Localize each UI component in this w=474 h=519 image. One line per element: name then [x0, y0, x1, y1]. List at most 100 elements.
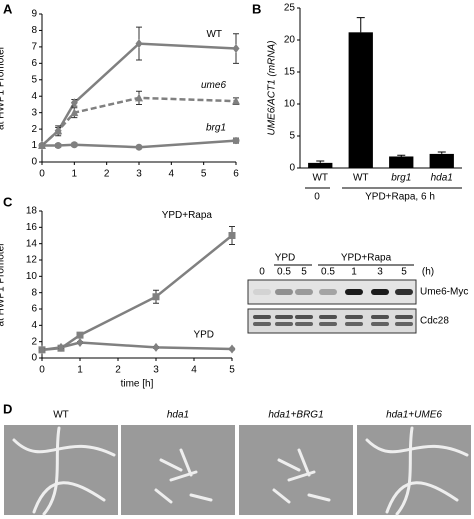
x-tick-label: 4: [169, 169, 175, 180]
y-tick-label: 20: [284, 35, 296, 46]
marker: [228, 344, 236, 354]
x-tick-label: 5: [201, 169, 207, 180]
band: [345, 289, 363, 295]
band: [275, 322, 293, 326]
y-axis-label: at HWP1 Promoter: [0, 242, 7, 327]
y-tick-label: 14: [26, 238, 38, 249]
band: [319, 315, 337, 319]
series-label: brg1: [206, 122, 226, 133]
marker: [54, 126, 63, 135]
cell: [307, 493, 331, 502]
cell: [32, 481, 106, 514]
marker: [232, 96, 240, 105]
micrograph-label: hda1+BRG1: [268, 410, 323, 421]
band: [371, 322, 389, 326]
x-tick-label: brg1: [391, 173, 411, 184]
x-axis-label: time [h]: [121, 379, 154, 390]
cell: [189, 493, 213, 502]
series-label: WT: [206, 29, 222, 40]
cell: [179, 448, 193, 477]
group-label: 0: [314, 192, 320, 203]
panel-label: C: [3, 194, 13, 209]
band: [295, 289, 313, 295]
cell: [395, 426, 414, 516]
lane-label: 5: [401, 267, 407, 278]
marker: [38, 142, 46, 150]
band: [395, 322, 413, 326]
bar: [429, 153, 454, 168]
cell: [154, 488, 173, 504]
error-bar: [316, 160, 325, 163]
y-tick-label: 6: [31, 58, 37, 69]
band: [275, 315, 293, 319]
blot-group: YPD: [275, 253, 296, 264]
y-tick-label: 8: [31, 287, 37, 298]
band: [253, 315, 271, 319]
blot-strip: [247, 308, 417, 334]
y-tick-label: 8: [31, 25, 37, 36]
marker: [70, 98, 78, 108]
lane-label: (h): [422, 267, 434, 278]
group-label: YPD+Rapa, 6 h: [365, 192, 435, 203]
band: [295, 322, 313, 326]
panel-label: A: [3, 1, 13, 16]
micrographs: WT hda1 hda1+BRG1 hda1+UME6: [4, 410, 471, 516]
y-tick-label: 1: [31, 140, 37, 151]
cell: [277, 458, 301, 472]
blot-group: YPD+Rapa: [341, 253, 392, 264]
lane-label: 3: [377, 267, 383, 278]
y-tick-label: 10: [26, 271, 38, 282]
cell: [159, 458, 183, 472]
panel-label: D: [3, 401, 12, 416]
error-bar: [397, 154, 406, 157]
marker: [38, 345, 46, 355]
x-tick-label: 4: [191, 365, 197, 376]
x-tick-label: 2: [104, 169, 110, 180]
x-tick-label: 1: [77, 365, 83, 376]
marker: [228, 232, 236, 239]
x-tick-label: 3: [153, 365, 159, 376]
lane-label: 1: [351, 267, 357, 278]
bar: [389, 156, 414, 168]
blot-row-label: Ume6-Myc: [420, 287, 468, 298]
band: [345, 315, 363, 319]
band: [319, 289, 337, 295]
band: [319, 322, 337, 326]
band: [395, 315, 413, 319]
error-bar: [356, 17, 365, 33]
x-tick-label: 2: [115, 365, 121, 376]
cell: [42, 426, 61, 516]
marker: [54, 142, 62, 150]
micrograph-label: hda1: [167, 410, 189, 421]
y-tick-label: 6: [31, 304, 37, 315]
marker: [232, 44, 240, 54]
x-tick-label: 3: [136, 169, 142, 180]
band: [295, 315, 313, 319]
error-bar: [437, 151, 446, 154]
y-tick-label: 5: [31, 74, 37, 85]
panel-label: B: [252, 1, 261, 16]
blot-row-label: Cdc28: [420, 316, 449, 327]
y-tick-label: 3: [31, 107, 37, 118]
cell: [272, 488, 291, 504]
marker: [70, 141, 78, 149]
series-label: ume6: [201, 80, 226, 91]
y-tick-label: 2: [31, 124, 37, 135]
lane-label: 0: [259, 267, 265, 278]
x-tick-label: 0: [39, 365, 45, 376]
cell: [385, 481, 459, 514]
marker: [70, 108, 79, 117]
marker: [135, 143, 143, 151]
marker: [135, 93, 143, 102]
y-tick-label: 15: [284, 67, 296, 78]
y-tick-label: 2: [31, 336, 37, 347]
band: [345, 322, 363, 326]
band: [371, 315, 389, 319]
y-tick-label: 12: [26, 255, 38, 266]
y-tick-label: 18: [26, 206, 38, 217]
micrograph: [4, 425, 118, 515]
x-tick-label: 5: [229, 365, 235, 376]
y-tick-label: 0: [31, 157, 37, 168]
lane-label: 0.5: [321, 267, 335, 278]
